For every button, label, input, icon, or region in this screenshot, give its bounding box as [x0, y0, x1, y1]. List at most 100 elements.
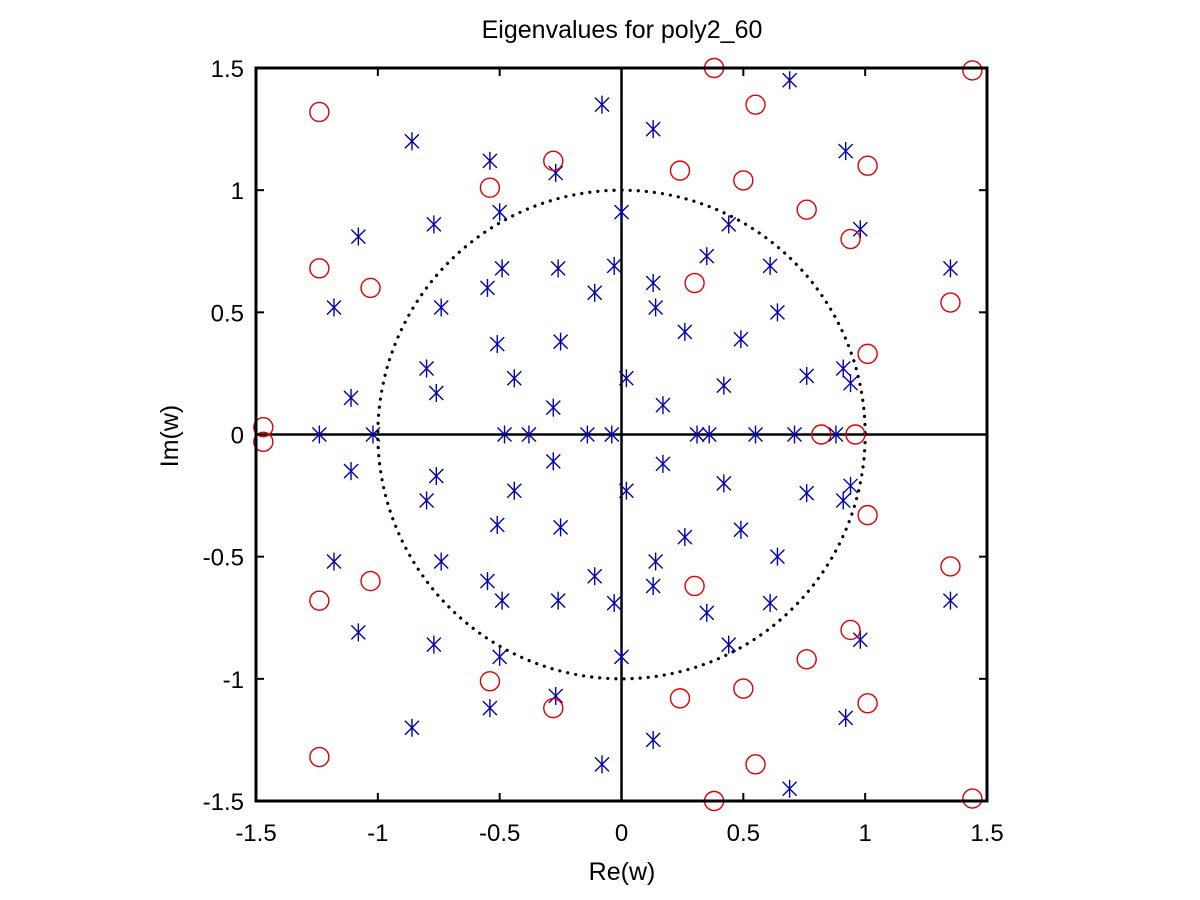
eigenvalue-asterisk-marker [716, 376, 732, 395]
eigenvalue-asterisk-marker [843, 476, 859, 495]
eigenvalue-asterisk-marker [838, 142, 854, 161]
y-tick-label: -1.5 [203, 789, 244, 816]
eigenvalue-asterisk-marker [553, 518, 569, 537]
x-tick-label: 0 [615, 820, 628, 847]
eigenvalue-circle-marker [962, 60, 983, 81]
eigenvalue-asterisk-marker [506, 481, 522, 500]
eigenvalue-asterisk-marker [489, 515, 505, 534]
eigenvalue-asterisk-marker [838, 708, 854, 727]
eigenvalue-circle-marker [962, 788, 983, 809]
eigenvalue-circle-marker [479, 671, 501, 692]
eigenvalue-asterisk-marker [343, 388, 359, 407]
eigenvalue-asterisk-marker [494, 591, 510, 610]
eigenvalue-asterisk-marker [548, 686, 564, 705]
eigenvalue-asterisk-marker [828, 425, 844, 444]
eigenvalue-asterisk-marker [799, 484, 815, 503]
eigenvalue-asterisk-marker [326, 552, 342, 571]
eigenvalue-circle-marker [669, 160, 691, 181]
eigenvalue-asterisk-marker [489, 335, 505, 354]
eigenvalue-asterisk-marker [545, 398, 561, 417]
y-axis-label: Im(w) [156, 405, 184, 467]
x-tick-label: 1.5 [970, 820, 1003, 847]
eigenvalue-asterisk-marker [343, 462, 359, 481]
eigenvalue-asterisk-marker [618, 369, 634, 388]
y-axis: -1.5 -1 -0.5 0 0.5 1 1.5 [203, 56, 987, 816]
eigenvalue-circle-marker [309, 746, 330, 768]
eigenvalue-asterisk-marker [782, 779, 798, 798]
eigenvalue-asterisk-marker [482, 699, 498, 718]
eigenvalue-circle-marker [669, 688, 691, 709]
eigenvalue-asterisk-marker [677, 322, 693, 341]
x-tick-label: -1.5 [235, 820, 276, 847]
y-tick-label: 0.5 [211, 300, 244, 327]
eigenvalue-circle-marker [253, 431, 274, 453]
eigenvalue-asterisk-marker [428, 383, 444, 402]
eigenvalue-asterisk-marker [648, 552, 664, 571]
eigenvalue-asterisk-marker [419, 491, 435, 510]
eigenvalue-asterisk-marker [614, 203, 629, 222]
eigenvalue-asterisk-marker [404, 718, 420, 737]
eigenvalue-asterisk-marker [835, 359, 851, 378]
plot-area [253, 57, 987, 812]
eigenvalue-circle-marker [684, 272, 705, 294]
eigenvalue-asterisk-marker [604, 425, 620, 444]
eigenvalue-asterisk-marker [365, 425, 381, 444]
eigenvalue-asterisk-marker [769, 303, 785, 322]
eigenvalue-asterisk-marker [799, 366, 815, 385]
eigenvalue-asterisk-marker [550, 259, 566, 278]
eigenvalue-asterisk-marker [835, 491, 851, 510]
eigenvalue-asterisk-marker [326, 298, 342, 317]
eigenvalue-asterisk-marker [497, 425, 513, 444]
eigenvalue-circle-marker [857, 504, 878, 526]
eigenvalue-asterisk-marker [689, 425, 705, 444]
eigenvalue-asterisk-marker [699, 247, 715, 266]
eigenvalue-asterisk-marker [721, 215, 737, 234]
y-tick-label: 1 [231, 178, 244, 205]
eigenvalue-asterisk-marker [645, 120, 661, 139]
eigenvalue-asterisk-marker [782, 71, 798, 90]
eigenvalue-circle-marker [940, 556, 961, 577]
eigenvalue-circle-marker [253, 416, 274, 438]
eigenvalue-asterisk-marker [942, 259, 958, 278]
eigenvalue-asterisk-marker [404, 132, 420, 151]
eigenvalue-asterisk-marker [843, 374, 859, 393]
eigenvalue-asterisk-marker [769, 547, 785, 566]
eigenvalue-asterisk-marker [645, 576, 661, 595]
eigenvalue-asterisk-marker [606, 594, 622, 613]
eigenvalue-asterisk-marker [716, 474, 732, 493]
eigenvalue-asterisk-marker [762, 256, 778, 275]
eigenvalue-circle-marker [796, 649, 817, 670]
eigenvalue-circle-marker [543, 697, 564, 719]
eigenvalue-asterisk-marker [479, 572, 495, 591]
eigenvalue-asterisk-marker [618, 481, 634, 500]
eigenvalue-asterisk-marker [350, 227, 366, 246]
eigenvalue-asterisk-marker [479, 278, 495, 297]
eigenvalue-asterisk-marker [648, 298, 664, 317]
eigenvalue-asterisk-marker [645, 730, 661, 749]
x-axis: -1.5 -1 -0.5 0 0.5 1 1.5 [235, 68, 1004, 847]
eigenvalue-asterisk-marker [426, 215, 442, 234]
y-tick-label: 1.5 [211, 56, 244, 83]
eigenvalue-circle-marker [733, 170, 754, 191]
chart-title: Eigenvalues for poly2_60 [482, 16, 763, 44]
eigenvalue-asterisk-marker [426, 635, 442, 654]
eigenvalue-asterisk-marker [606, 256, 622, 275]
eigenvalue-asterisk-marker [428, 467, 444, 486]
x-axis-label: Re(w) [589, 858, 656, 886]
x-tick-label: -0.5 [479, 820, 520, 847]
eigenvalue-asterisk-marker [494, 259, 510, 278]
eigenvalue-asterisk-marker [587, 283, 603, 302]
eigenvalue-circle-marker [811, 424, 832, 445]
eigenvalue-asterisk-marker [733, 330, 749, 349]
eigenvalue-circle-marker [857, 155, 878, 176]
x-tick-label: 0.5 [727, 820, 760, 847]
eigenvalue-circle-marker [309, 101, 330, 123]
eigenvalue-asterisk-marker [701, 425, 717, 444]
eigenvalue-asterisk-marker [787, 425, 802, 444]
x-tick-label: -1 [367, 820, 388, 847]
eigenvalue-asterisk-marker [852, 220, 868, 239]
eigenvalue-asterisk-marker [587, 567, 603, 586]
eigenvalue-circle-marker [745, 94, 766, 115]
eigenvalue-asterisk-marker [350, 623, 366, 642]
eigenvalue-asterisk-marker [733, 520, 749, 539]
